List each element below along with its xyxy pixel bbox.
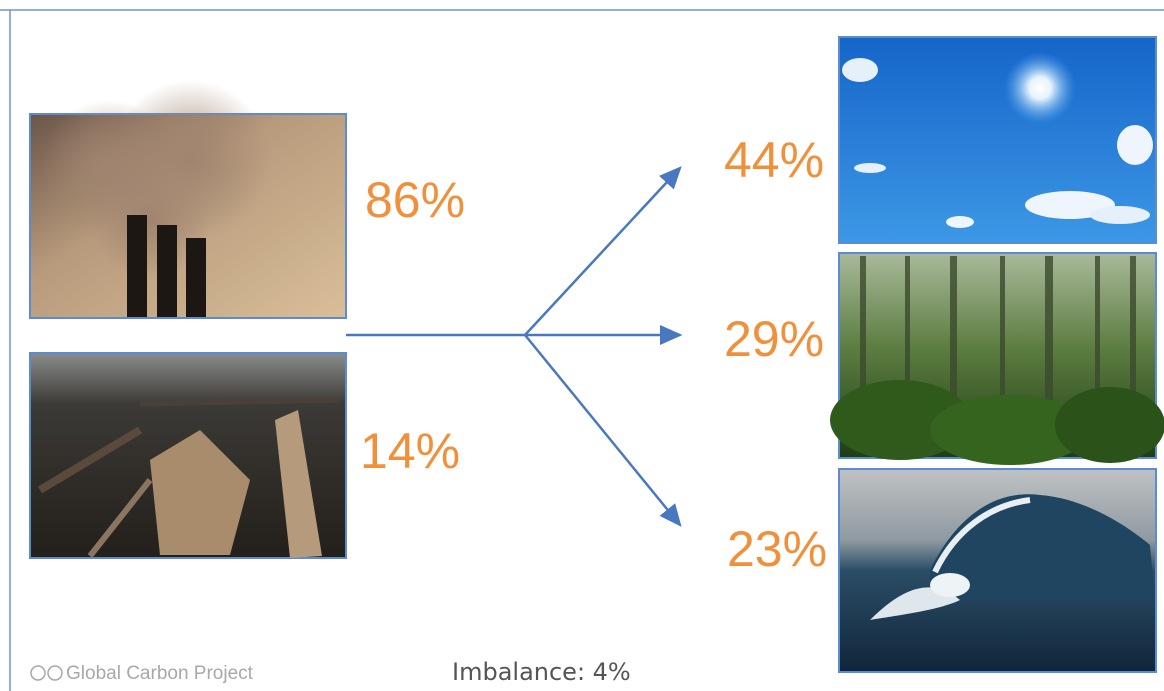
ocean-sink-image (839, 469, 1156, 672)
land-sink-image (830, 253, 1164, 465)
fossil-image (30, 80, 346, 318)
sink-label: 44% (724, 132, 824, 188)
slide: 86% 14% 44% 29% 23% Global Carbon Projec… (0, 0, 1164, 691)
sink-label: 23% (727, 521, 827, 577)
credit: Global Carbon Project (66, 663, 254, 684)
source-label: 86% (365, 172, 465, 228)
sink-label: 29% (724, 311, 824, 367)
atmosphere-image (839, 37, 1156, 243)
land-use-image (30, 353, 346, 558)
imbalance: Imbalance: 4% (452, 658, 631, 686)
source-label: 14% (360, 423, 460, 479)
cc-icons (31, 666, 62, 680)
